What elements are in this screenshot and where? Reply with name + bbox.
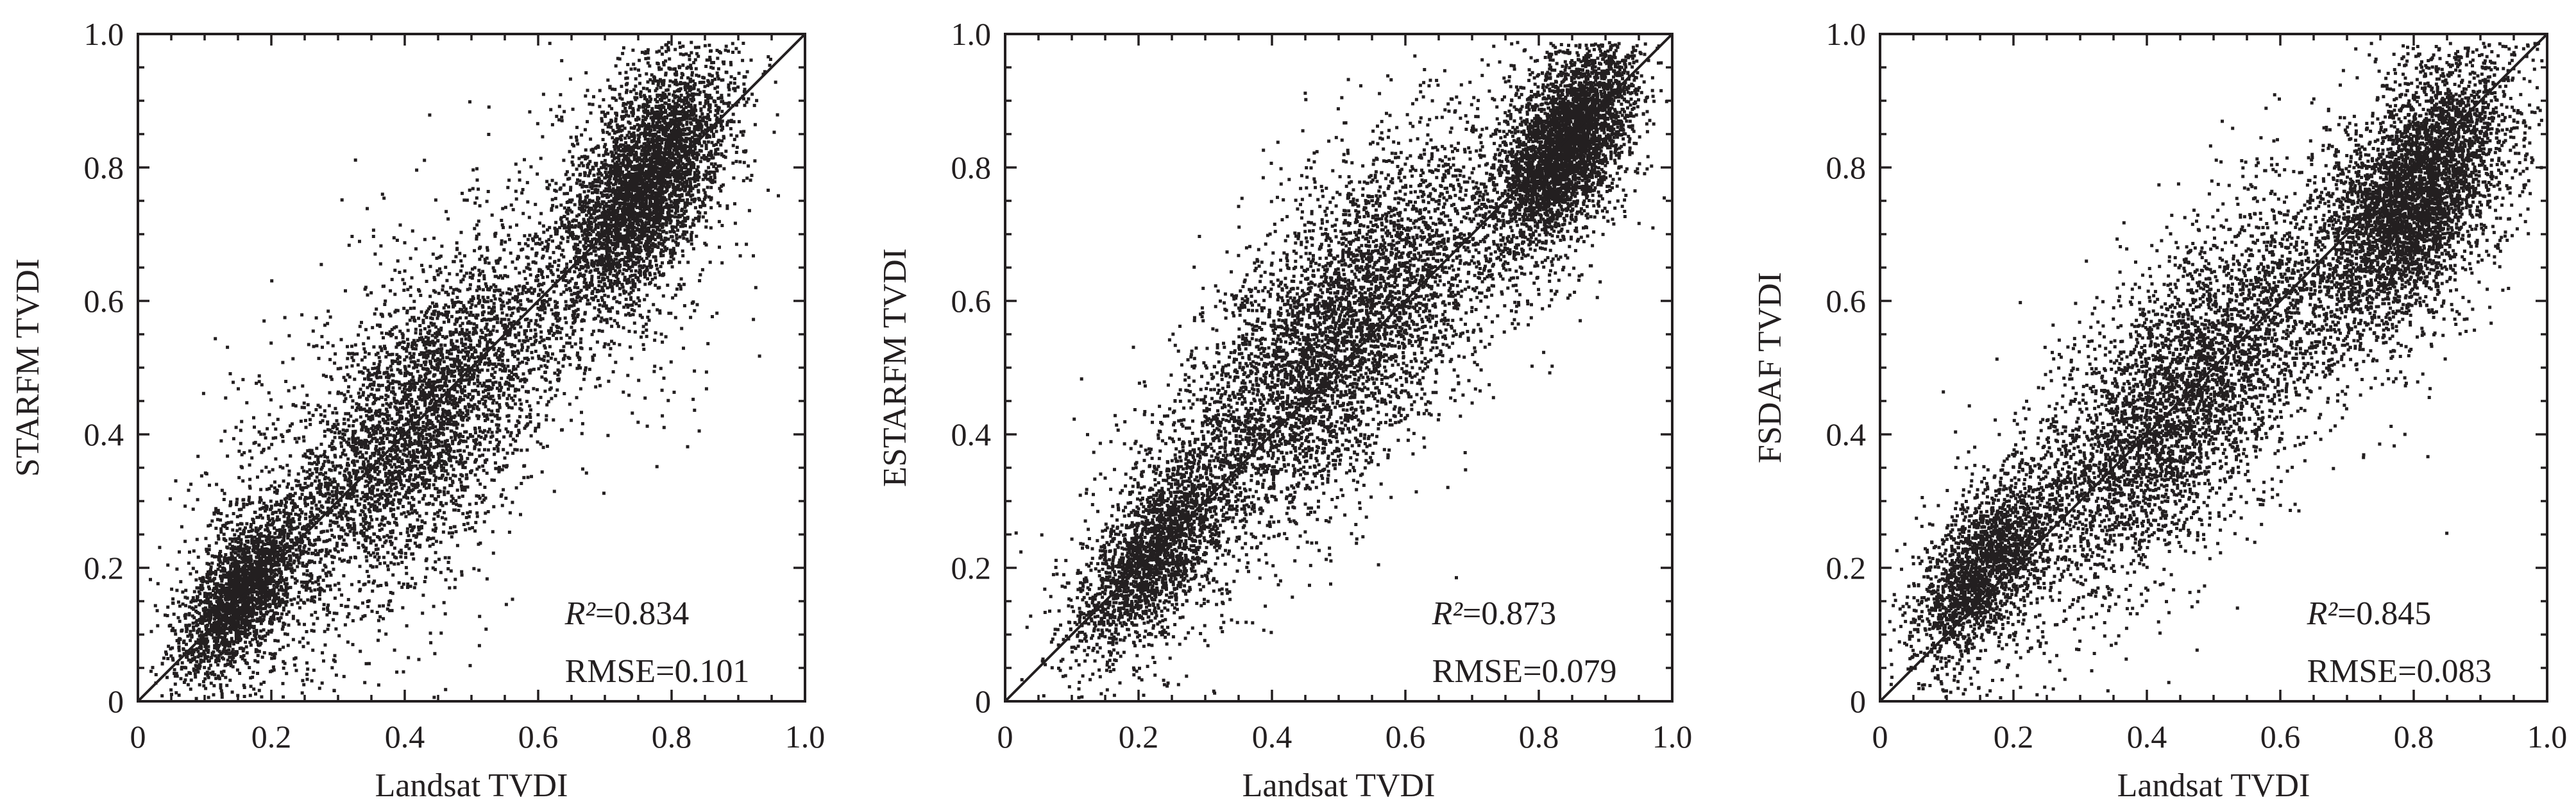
x-tick-label: 0.8 [2394, 719, 2434, 755]
y-tick-label: 0 [108, 683, 124, 719]
x-tick-label: 0 [997, 719, 1013, 755]
y-tick-label: 0.2 [951, 550, 992, 586]
x-tick-label: 0.6 [1385, 719, 1426, 755]
scatter-panel-3: 0 0.2 0.4 0.6 0.8 1.0 0 0.2 0.4 0.6 0.8 1.0 Landsat … [1752, 16, 2567, 804]
scatter-point-cloud [1014, 40, 1668, 699]
r2-value: =0.834 [595, 595, 689, 632]
rmse-annotation: RMSE=0.101 [565, 653, 750, 690]
x-tick-label: 0.4 [385, 719, 425, 755]
r2-symbol: R² [564, 595, 597, 632]
r2-symbol: R² [2307, 595, 2339, 632]
one-to-one-line [1004, 33, 1674, 703]
scatter-point-cloud [149, 40, 780, 701]
y-tick-label: 0 [975, 683, 991, 719]
y-tick-label: 0.4 [84, 416, 124, 452]
one-to-one-line [137, 33, 806, 703]
x-tick-label: 1.0 [1652, 719, 1693, 755]
scatter-points [1014, 40, 1668, 699]
x-axis-title: Landsat TVDI [1242, 767, 1436, 804]
x-tick-label: 0.2 [251, 719, 292, 755]
rmse-annotation: RMSE=0.083 [2307, 653, 2492, 690]
x-tick-label: 0 [130, 719, 146, 755]
scatter-points [149, 40, 780, 701]
y-tick-label: 0.6 [84, 283, 124, 319]
y-tick-label: 0.8 [951, 149, 992, 185]
x-tick-label: 0.8 [1519, 719, 1559, 755]
y-axis-title: STARFM TVDI [10, 259, 46, 477]
x-tick-label: 1.0 [785, 719, 826, 755]
y-tick-label: 1.0 [1826, 16, 1867, 52]
r2-value: =0.873 [1462, 595, 1556, 632]
x-tick-label: 0.2 [1119, 719, 1159, 755]
scatter-panel-2: 0 0.2 0.4 0.6 0.8 1.0 0 0.2 0.4 0.6 0.8 1.0 Landsat … [877, 16, 1692, 804]
scatter-points [1888, 42, 2544, 699]
y-axis-title: ESTARFM TVDI [877, 248, 913, 487]
r2-annotation: R²=0.834 [564, 595, 690, 632]
x-axis-title: Landsat TVDI [375, 767, 568, 804]
y-tick-label: 0.6 [951, 283, 992, 319]
scatter-point-cloud [1888, 42, 2544, 699]
r2-value: =0.845 [2337, 595, 2431, 632]
r2-annotation: R²=0.873 [1432, 595, 1557, 632]
axis-ticks [137, 33, 806, 703]
one-to-one-line [1879, 33, 2548, 703]
x-tick-label: 0.8 [652, 719, 692, 755]
y-tick-label: 0.4 [951, 416, 992, 452]
x-tick-label: 0.4 [2127, 719, 2167, 755]
rmse-annotation: RMSE=0.079 [1432, 653, 1617, 690]
x-tick-label: 0.6 [518, 719, 559, 755]
y-axis-title: FSDAF TVDI [1752, 272, 1788, 463]
axis-ticks [1004, 33, 1674, 703]
y-tick-label: 1.0 [951, 16, 992, 52]
y-tick-label: 0.6 [1826, 283, 1867, 319]
x-tick-label: 0.6 [2260, 719, 2301, 755]
x-tick-label: 1.0 [2527, 719, 2568, 755]
x-axis-title: Landsat TVDI [2117, 767, 2310, 804]
axis-ticks [1879, 33, 2548, 703]
x-tick-label: 0.4 [1252, 719, 1292, 755]
r2-annotation: R²=0.845 [2307, 595, 2432, 632]
x-tick-label: 0.2 [1994, 719, 2034, 755]
y-tick-label: 0 [1850, 683, 1866, 719]
y-tick-label: 0.2 [84, 550, 124, 586]
x-tick-label: 0 [1872, 719, 1888, 755]
y-tick-label: 0.2 [1826, 550, 1867, 586]
y-tick-label: 0.8 [1826, 149, 1867, 185]
r2-symbol: R² [1432, 595, 1464, 632]
y-tick-label: 1.0 [84, 16, 124, 52]
scatter-panel-1: 0 0.2 0.4 0.6 0.8 1.0 0 0.2 0.4 0.6 0.8 1.0 Landsat … [10, 16, 825, 804]
y-tick-label: 0.8 [84, 149, 124, 185]
y-tick-label: 0.4 [1826, 416, 1867, 452]
